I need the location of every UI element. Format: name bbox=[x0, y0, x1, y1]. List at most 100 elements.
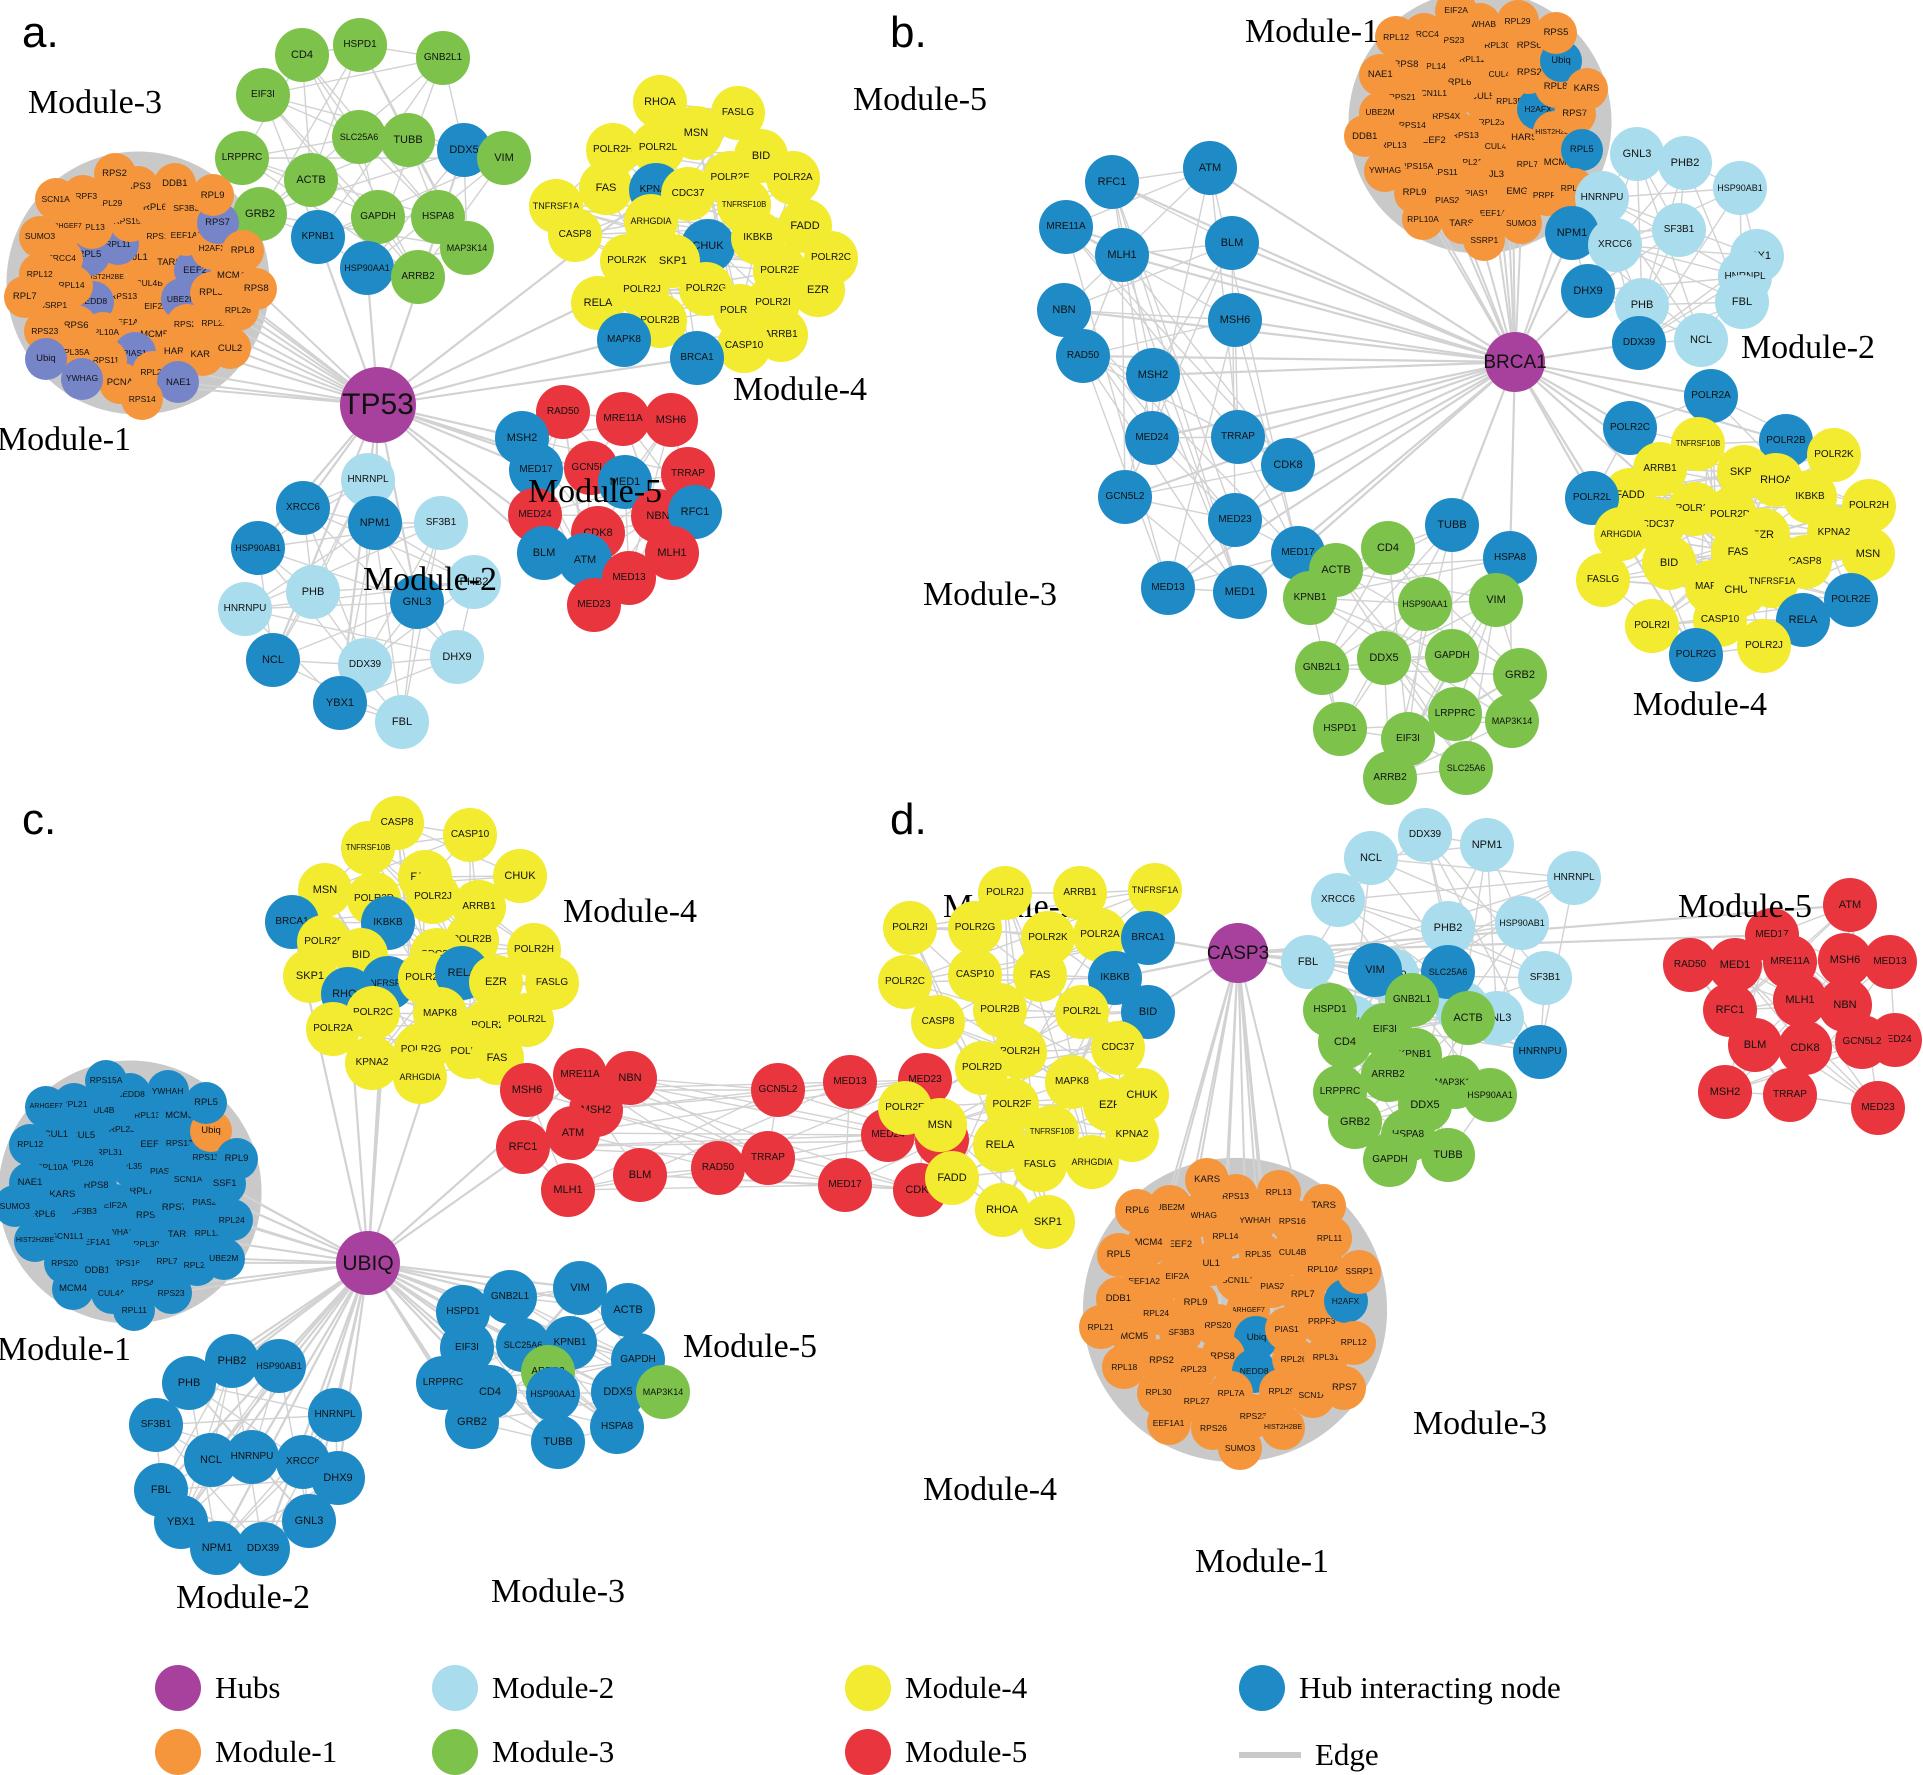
edge bbox=[1351, 857, 1372, 1023]
node-slc25a6: SLC25A6 bbox=[332, 110, 386, 164]
node-msn: MSN bbox=[1841, 527, 1895, 581]
edge bbox=[302, 507, 458, 658]
edge bbox=[155, 1414, 336, 1426]
node-sf3b1: SF3B1 bbox=[414, 496, 468, 550]
node-cdc37: CDC37 bbox=[1091, 1021, 1145, 1075]
node-med13: MED13 bbox=[1141, 561, 1195, 615]
edge bbox=[259, 44, 361, 215]
hub-brca1: BRCA1 bbox=[1483, 332, 1547, 392]
node-rps23: RPS23 bbox=[150, 1272, 193, 1315]
edge bbox=[1486, 844, 1498, 1019]
edge bbox=[171, 1262, 369, 1295]
edge bbox=[1167, 319, 1236, 589]
node-ssrp1: SSRP1 bbox=[1463, 219, 1506, 262]
node-rpl5: RPL5 bbox=[1096, 1232, 1141, 1277]
node-tubb: TUBB bbox=[1421, 1128, 1475, 1182]
node-msh6: MSH6 bbox=[1208, 293, 1262, 347]
node-fas: FAS bbox=[1013, 948, 1067, 1002]
node-msn: MSN bbox=[913, 1098, 967, 1152]
module-label-a-module-5: Module-5 bbox=[527, 473, 663, 510]
node-blm: BLM bbox=[1728, 1018, 1782, 1072]
node-med1: MED1 bbox=[1213, 565, 1267, 619]
edge bbox=[1231, 241, 1516, 364]
node-casp8: CASP8 bbox=[911, 995, 965, 1049]
module-label-a-module-3: Module-3 bbox=[27, 84, 163, 121]
module-label-d-module-5: Module-5 bbox=[1677, 888, 1813, 925]
node-gnb2l1: GNB2L1 bbox=[416, 31, 470, 85]
edge bbox=[377, 189, 657, 406]
module-label-c-module-5: Module-5 bbox=[682, 1328, 818, 1365]
node-tnfrsf10b: TNFRSF10B bbox=[1671, 417, 1725, 471]
node-hspd1: HSPD1 bbox=[333, 18, 387, 72]
module-label-d-module-3: Module-3 bbox=[1412, 1405, 1548, 1442]
edge bbox=[1234, 361, 1516, 521]
node-rps8: RPS8 bbox=[235, 268, 278, 311]
module-label-b-module-1: Module-1 bbox=[1244, 13, 1380, 50]
edge bbox=[639, 1081, 851, 1176]
edge bbox=[1287, 360, 1516, 467]
edge bbox=[377, 356, 698, 407]
node-rpl13: RPL13 bbox=[1256, 1169, 1301, 1214]
node-sumo3: SUMO3 bbox=[1218, 1425, 1263, 1470]
edge bbox=[377, 338, 625, 407]
legend-label: Module-1 bbox=[215, 1734, 338, 1769]
node-sumo3: SUMO3 bbox=[1500, 202, 1543, 245]
node-cdk8: CDK8 bbox=[1778, 1021, 1832, 1075]
node-gnl3: GNL3 bbox=[390, 575, 444, 629]
node-npm1: NPM1 bbox=[190, 1521, 244, 1575]
node-arhgef7: ARHGEF7 bbox=[25, 1085, 68, 1128]
legend-item-module-5: Module-5 bbox=[845, 1729, 1027, 1775]
edge bbox=[1121, 254, 1126, 498]
node-ssrp1: SSRP1 bbox=[1337, 1249, 1382, 1294]
legend-label: Module-3 bbox=[492, 1734, 615, 1769]
panel-letter-a: a. bbox=[22, 8, 59, 57]
edge bbox=[1121, 253, 1516, 364]
node-kpnb1: KPNB1 bbox=[1283, 571, 1337, 625]
node-ezr: EZR bbox=[791, 263, 845, 317]
edge bbox=[1387, 547, 1521, 676]
node-eif2a: EIF2A bbox=[1435, 0, 1478, 32]
module-label-a-module-4: Module-4 bbox=[732, 371, 868, 408]
edge bbox=[1004, 892, 1093, 1163]
node-npm1: NPM1 bbox=[348, 496, 402, 550]
node-xrcc6: XRCC6 bbox=[1311, 873, 1365, 927]
node-sf3b1: SF3B1 bbox=[1652, 203, 1706, 257]
node-arrb1: ARRB1 bbox=[1053, 866, 1107, 920]
edge bbox=[1063, 242, 1233, 311]
node-hist2h2be: HIST2H2BE bbox=[1261, 1405, 1305, 1450]
node-xrcc6: XRCC6 bbox=[1588, 218, 1642, 272]
node-rfc1: RFC1 bbox=[1085, 155, 1139, 209]
node-msh2: MSH2 bbox=[1126, 348, 1180, 402]
module-label-c-module-2: Module-2 bbox=[175, 1579, 311, 1616]
node-lrpprc: LRPPRC bbox=[1428, 687, 1482, 741]
edge-line-icon bbox=[1239, 1752, 1301, 1758]
edge bbox=[572, 1132, 889, 1136]
node-tubb: TUBB bbox=[1425, 498, 1479, 552]
node-polr2e: POLR2E bbox=[1824, 573, 1878, 627]
node-casp8: CASP8 bbox=[548, 208, 602, 262]
legend-swatch-icon bbox=[432, 1665, 478, 1711]
node-eif3i: EIF3I bbox=[236, 68, 290, 122]
node-sf3b1: SF3B1 bbox=[129, 1398, 183, 1452]
node-ywhag: YWHAG bbox=[1364, 149, 1407, 192]
node-kars: KARS bbox=[1185, 1158, 1230, 1203]
edge bbox=[244, 522, 442, 610]
node-msh6: MSH6 bbox=[644, 393, 698, 447]
node-ywhag: YWHAG bbox=[61, 357, 104, 400]
node-polr2g: POLR2G bbox=[948, 901, 1002, 955]
node-trrap: TRRAP bbox=[1763, 1068, 1817, 1122]
node-ddx39: DDX39 bbox=[1612, 316, 1666, 370]
edge bbox=[1065, 226, 1169, 589]
legend-label: Hubs bbox=[215, 1670, 281, 1705]
node-polr2d: POLR2D bbox=[955, 1041, 1009, 1095]
node-cdk8: CDK8 bbox=[1261, 438, 1315, 492]
node-rpl29: RPL29 bbox=[1496, 0, 1539, 42]
node-ybx1: YBX1 bbox=[313, 676, 367, 730]
legend-swatch-icon bbox=[155, 1665, 201, 1711]
edge bbox=[1508, 361, 1517, 559]
node-hsp90aa1: HSP90AA1 bbox=[1398, 577, 1452, 631]
node-tnfrsf1a: TNFRSF1A bbox=[1128, 863, 1182, 917]
node-phb2: PHB2 bbox=[447, 555, 501, 609]
node-med13: MED13 bbox=[1863, 935, 1917, 989]
legend-label: Edge bbox=[1315, 1737, 1379, 1772]
